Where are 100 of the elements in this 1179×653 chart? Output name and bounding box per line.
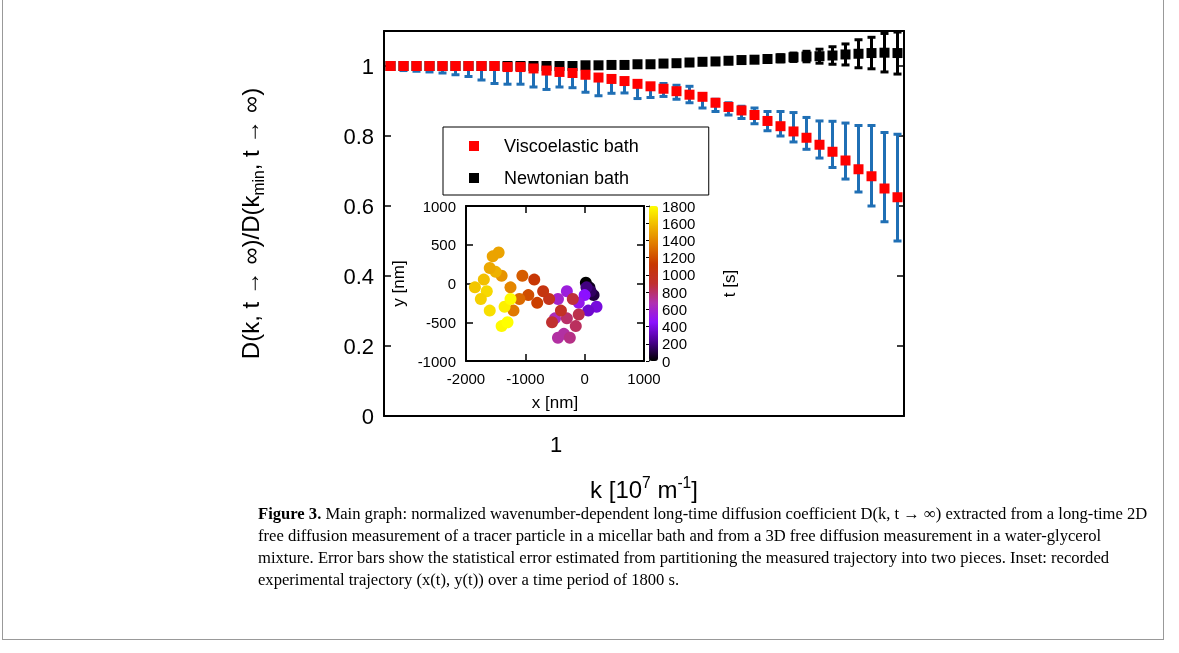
point <box>684 57 695 68</box>
point <box>645 81 656 92</box>
point <box>658 83 669 94</box>
point <box>483 262 496 274</box>
point <box>554 304 567 317</box>
y-tick-label: 500 <box>430 236 456 254</box>
point <box>671 86 682 97</box>
color-bar-label: 1800 <box>662 197 696 215</box>
point <box>866 48 877 59</box>
y-axis-title: D(k, t → ∞)/D(kmin, t → ∞) <box>236 87 267 360</box>
point <box>723 55 734 66</box>
point <box>516 269 529 282</box>
point <box>566 293 579 305</box>
legend-label: Newtonian bath <box>504 168 630 188</box>
point <box>801 132 812 143</box>
point <box>572 308 585 321</box>
point <box>554 66 565 77</box>
y-tick-label: 0.2 <box>343 333 374 359</box>
y-tick-label: 0.6 <box>343 193 374 219</box>
y-tick-label: 0 <box>447 275 456 292</box>
point <box>814 139 825 150</box>
point <box>671 58 682 69</box>
y-tick-label: 0.4 <box>343 263 374 289</box>
point <box>537 285 550 298</box>
point <box>814 51 825 62</box>
x-axis-title: x [nm] <box>531 392 579 412</box>
y-tick-label: 1000 <box>422 197 456 215</box>
text: 1 <box>550 432 563 458</box>
point <box>606 59 617 70</box>
point <box>560 285 573 298</box>
point <box>619 76 630 87</box>
point <box>697 56 708 67</box>
color-bar-label: 1000 <box>662 266 696 284</box>
point <box>477 273 490 286</box>
point <box>762 115 773 126</box>
point <box>546 316 559 329</box>
y-tick-label: 1 <box>361 53 374 79</box>
point <box>840 155 851 166</box>
point <box>749 54 760 65</box>
point <box>593 72 604 83</box>
point <box>468 281 481 294</box>
point <box>736 55 747 66</box>
color-bar-label: 800 <box>662 283 688 301</box>
point <box>606 73 617 84</box>
point <box>580 60 591 71</box>
legend-label: Viscoelastic bath <box>504 136 639 156</box>
color-bar-label: 1400 <box>662 231 696 249</box>
y-tick-label: -500 <box>425 313 456 331</box>
point <box>593 60 604 71</box>
point <box>632 59 643 70</box>
point <box>528 273 541 286</box>
point <box>619 59 630 70</box>
point <box>504 281 517 294</box>
point <box>492 246 505 259</box>
x-tick-label: 0 <box>580 370 589 387</box>
point <box>563 331 576 344</box>
point <box>531 296 544 309</box>
color-bar-label: 400 <box>662 318 688 336</box>
caption: Figure 3. Main graph: normalized wavenumber-dependent long-time diffusion coefficient D(k, t → ∞) extracted from a long-time 2D free diffusion measurement of a tracer particle in a micellar bath and from a 3D free diffusion measurement in a water-glycerol mixture. Error bars show the statistical error estimated from partitioning the measured trajectory into two pieces. Inset: recorded experimental trajectory (x(t), y(t)) over a time period of 1800 s. <box>258 503 1149 591</box>
point <box>632 78 643 89</box>
color-bar-label: 1200 <box>662 249 696 267</box>
point <box>866 171 877 182</box>
y-tick-label: 0 <box>361 403 374 429</box>
y-tick-label: 0.8 <box>343 123 374 149</box>
point <box>480 285 493 298</box>
point <box>749 110 760 120</box>
point <box>504 293 517 305</box>
point <box>762 54 773 64</box>
x-tick-label: 1000 <box>627 370 661 387</box>
color-bar-label: 1600 <box>662 214 696 232</box>
point <box>543 293 556 305</box>
point <box>580 69 591 80</box>
color-bar-label: 600 <box>662 300 688 318</box>
point <box>645 59 656 70</box>
point <box>501 316 514 329</box>
point <box>697 91 708 102</box>
point <box>879 183 890 194</box>
point <box>775 121 786 132</box>
point <box>788 126 799 137</box>
point <box>569 320 582 333</box>
point <box>658 58 669 69</box>
point <box>892 192 903 203</box>
x-tick-label: -1000 <box>506 370 545 387</box>
point <box>827 146 838 157</box>
color-bar-title: t [s] <box>719 269 739 298</box>
point <box>853 48 864 59</box>
point <box>483 304 496 317</box>
color-bar-label: 200 <box>662 335 688 353</box>
point <box>710 56 721 67</box>
point <box>853 164 864 175</box>
y-tick-label: -1000 <box>417 352 456 370</box>
point <box>827 50 838 61</box>
point <box>736 105 747 116</box>
x-tick-label: -2000 <box>446 370 486 387</box>
point <box>474 293 487 305</box>
point <box>710 97 721 108</box>
color-bar-label: 0 <box>662 352 671 370</box>
point <box>541 65 552 76</box>
point <box>840 49 851 60</box>
point <box>879 47 890 58</box>
